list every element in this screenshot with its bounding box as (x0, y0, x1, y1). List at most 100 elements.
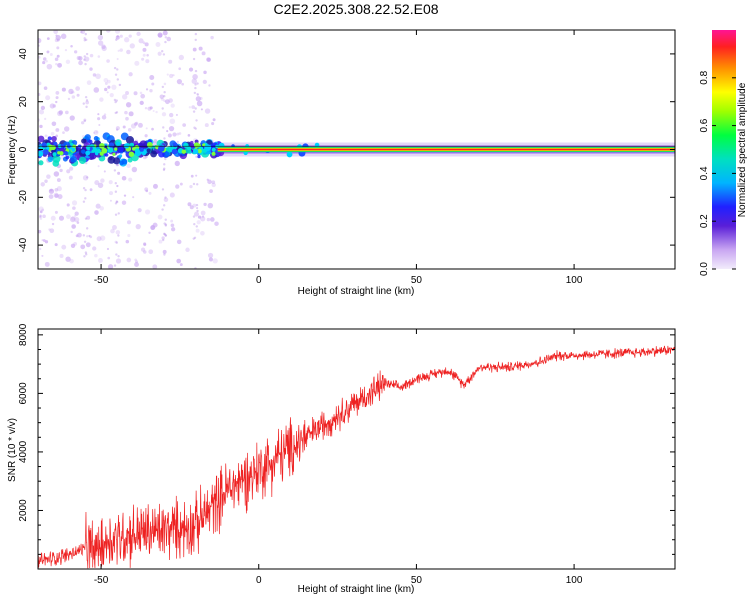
colorbar-tick-label: 0.4 (699, 166, 710, 180)
spectrogram-noise-dot (48, 194, 54, 199)
spectrogram-noise-dot (116, 35, 119, 38)
spectrogram-noise-dot (56, 54, 60, 58)
spectrogram-noise-dot (115, 111, 119, 114)
spectrogram-noise-dot (113, 98, 117, 102)
spectrogram-noise-dot (168, 59, 173, 64)
snr-x-tick-label: -50 (94, 575, 109, 586)
spectrogram-noise-dot (135, 223, 141, 230)
spectrogram-noise-dot (73, 214, 77, 218)
spectrogram-noise-dot (97, 165, 100, 168)
spectrogram-noise-dot (82, 175, 89, 181)
spectrogram-noise-dot (210, 35, 214, 40)
spectrogram-noise-dot (163, 163, 166, 166)
spectrogram-noise-dot (83, 255, 86, 258)
spectrogram-noise-dot (159, 94, 164, 99)
spectrogram-noise-dot (55, 128, 60, 132)
colorbar-label: Normalized spectral amplitude (737, 82, 748, 217)
spectrogram-noise-dot (109, 93, 114, 98)
spectrogram-noise-dot (49, 103, 55, 109)
spectrogram-noise-dot (83, 240, 87, 243)
spectrogram-noise-dot (115, 126, 120, 131)
spectrogram-noise-dot (44, 240, 49, 244)
spectrogram-noise-dot (152, 222, 158, 228)
spectrogram-y-tick-label: -40 (18, 237, 29, 252)
spectrogram-noise-dot (41, 208, 45, 212)
spectrogram-noise-dot (121, 200, 127, 205)
spectrogram-noise-dot (95, 203, 101, 209)
spectrogram-noise-dot (125, 239, 130, 244)
snr-x-tick-label: 0 (256, 575, 262, 586)
spectrogram-noise-dot (179, 263, 183, 267)
spectrogram-noise-dot (206, 178, 209, 181)
spectrogram-noise-dot (50, 131, 55, 136)
spectrogram-noise-dot (114, 30, 121, 34)
spectrogram-noise-dot (82, 234, 86, 237)
spectrogram-noise-dot (166, 130, 169, 133)
spectrogram-signal-blob (118, 154, 123, 158)
spectrogram-noise-dot (117, 254, 120, 258)
spectrogram-noise-dot (161, 107, 164, 110)
snr-y-tick-label: 6000 (18, 382, 29, 405)
spectrogram-noise-dot (161, 85, 165, 89)
spectrogram-noise-dot (152, 264, 158, 269)
spectrogram-noise-dot (162, 238, 165, 242)
spectrogram-noise-dot (58, 215, 65, 221)
spectrogram-carrier-core (217, 148, 675, 151)
spectrogram-noise-dot (128, 111, 134, 117)
snr-y-tick-label: 2000 (18, 499, 29, 522)
spectrogram-signal-blob (38, 160, 44, 166)
spectrogram-noise-dot (142, 47, 147, 52)
spectrogram-noise-dot (143, 243, 147, 247)
spectrogram-noise-dot (195, 155, 198, 158)
spectrogram-noise-dot (162, 204, 166, 207)
spectrogram-noise-dot (164, 99, 170, 105)
spectrogram-noise-dot (52, 104, 57, 108)
spectrogram-noise-dot (113, 169, 117, 172)
spectrogram-noise-dot (155, 110, 158, 114)
spectrogram-noise-dot (161, 50, 164, 53)
spectrogram-noise-dot (178, 132, 182, 135)
spectrogram-noise-dot (188, 106, 192, 109)
spectrogram-noise-dot (46, 174, 51, 179)
spectrogram-noise-dot (55, 134, 58, 138)
spectrogram-noise-dot (201, 51, 206, 56)
spectrogram-noise-dot (187, 202, 192, 207)
spectrogram-noise-dot (119, 48, 123, 52)
spectrogram-signal-core (128, 151, 135, 157)
spectrogram-noise-dot (200, 216, 206, 222)
spectrogram-noise-dot (55, 100, 58, 104)
snr-y-label: SNR (10 * v/v) (7, 418, 18, 482)
spectrogram-noise-dot (194, 69, 198, 73)
spectrogram-noise-dot (114, 213, 118, 216)
spectrogram-noise-dot (196, 207, 199, 210)
spectrogram-noise-dot (81, 121, 85, 125)
spectrogram-noise-dot (71, 95, 76, 99)
spectrogram-noise-dot (191, 105, 195, 109)
spectrogram-signal-blob (286, 151, 293, 158)
spectrogram-noise-dot (194, 86, 197, 90)
spectrogram-noise-dot (39, 109, 45, 115)
spectrogram-noise-dot (176, 78, 183, 85)
spectrogram-noise-dot (152, 110, 155, 113)
spectrogram-signal-blob (88, 139, 93, 144)
spectrogram-noise-dot (144, 134, 148, 138)
spectrogram-noise-dot (125, 91, 130, 95)
spectrogram-signal-core (91, 149, 95, 153)
spectrogram-noise-dot (70, 243, 76, 248)
spectrogram-x-label: Height of straight line (km) (298, 286, 415, 297)
spectrogram-noise-dot (202, 79, 207, 84)
spectrogram-noise-dot (211, 182, 216, 188)
spectrogram-noise-dot (194, 32, 198, 36)
spectrogram-noise-dot (212, 258, 218, 264)
spectrogram-y-ticks: -40 -20 0 20 40 (18, 48, 675, 252)
spectrogram-noise-dot (162, 53, 166, 56)
spectrogram-noise-dot (123, 194, 127, 197)
spectrogram-noise-dot (126, 220, 132, 225)
spectrogram-noise-dot (69, 216, 76, 223)
spectrogram-noise-dot (54, 57, 59, 62)
spectrogram-noise-dot (206, 217, 211, 222)
spectrogram-noise-dot (114, 190, 118, 193)
spectrogram-y-tick-label: 20 (18, 96, 29, 108)
spectrogram-signal-blob (123, 143, 130, 149)
spectrogram-noise-dot (192, 182, 196, 186)
